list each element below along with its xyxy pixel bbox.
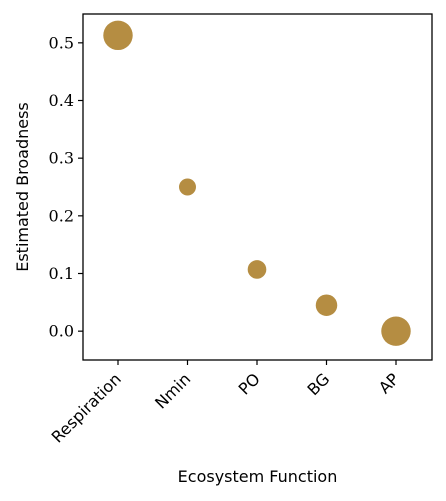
y-axis-ticks: 0.0 0.1 0.2 0.3 0.4 0.5 [49,33,83,341]
data-points [103,20,411,346]
y-tick-label: 0.5 [49,33,74,52]
data-point-respiration [103,20,133,51]
x-axis-ticks: Respiration Nmin PO BG AP [48,360,403,447]
x-tick-label-po: PO [235,369,264,398]
x-axis-label: Ecosystem Function [178,467,338,486]
y-tick-label: 0.1 [49,264,74,283]
y-tick-label: 0.0 [49,322,74,341]
x-tick-label-respiration: Respiration [48,369,125,446]
data-point-bg [315,294,338,316]
x-tick-label-nmin: Nmin [151,369,194,412]
data-point-ap [381,316,411,346]
y-tick-label: 0.3 [49,149,74,168]
plot-frame [82,13,433,361]
data-point-po [247,260,267,279]
x-tick-label-ap: AP [375,369,403,397]
y-axis-label: Estimated Broadness [13,102,32,272]
x-tick-label-bg: BG [304,369,334,399]
data-point-nmin [179,178,196,196]
y-tick-label: 0.2 [49,206,74,225]
y-tick-label: 0.4 [49,91,74,110]
